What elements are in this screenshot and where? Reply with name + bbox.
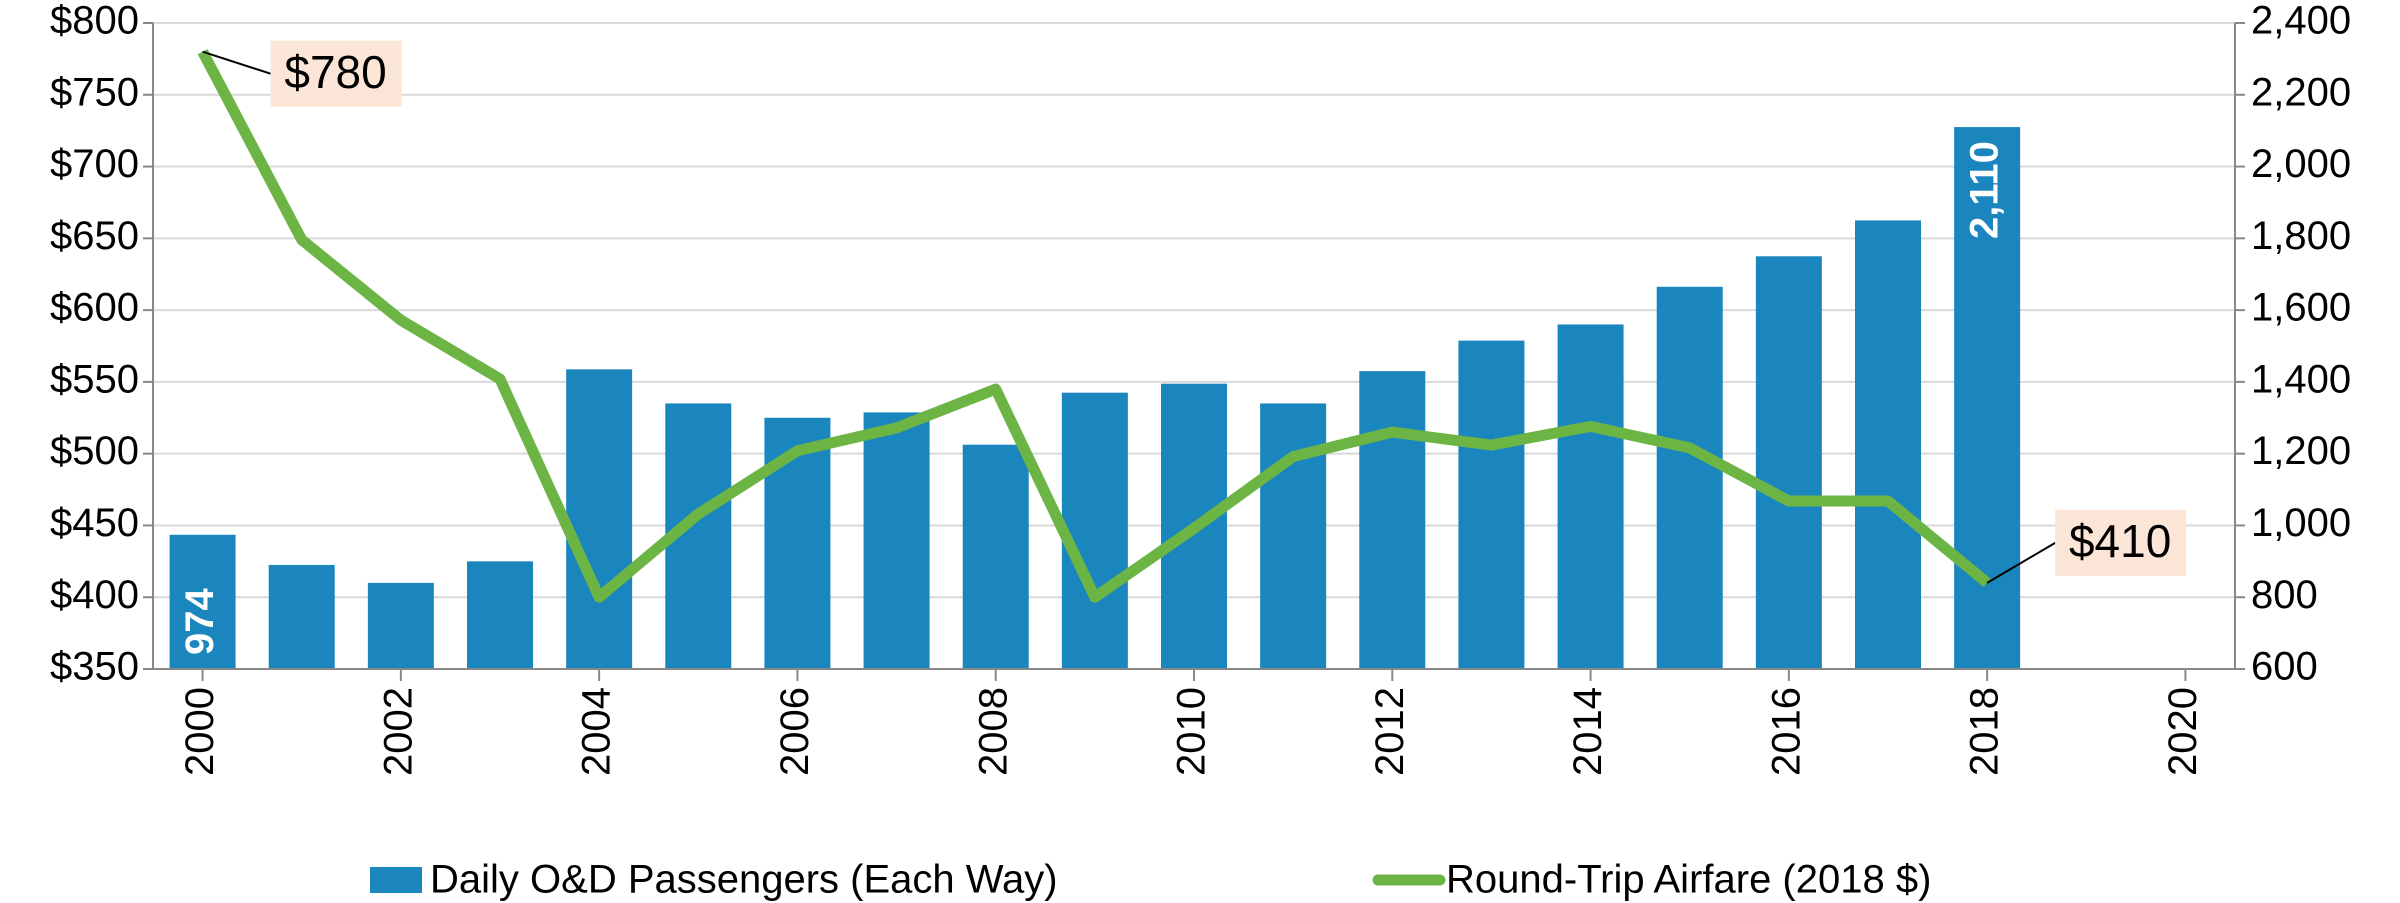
bar (268, 564, 335, 669)
line (197, 49, 1991, 603)
bar-value-label: 974 (178, 588, 222, 655)
x-tick-label: 2020 (2161, 687, 2205, 776)
y-tick-label: $600 (50, 286, 139, 330)
callout-box (270, 40, 402, 107)
callout-leader (1986, 542, 2056, 584)
x-tick-label: 2012 (1368, 687, 1412, 776)
x-tick-label: 2014 (1566, 687, 1610, 776)
x-tick-label: 2008 (971, 687, 1015, 776)
bar (1656, 286, 1723, 669)
y2-tick-label: 2,400 (2251, 0, 2351, 43)
y-tick-label: $500 (50, 429, 139, 473)
x-tick-label: 2016 (1764, 687, 1808, 776)
y-tick-label: $750 (50, 70, 139, 114)
y-tick-label: $400 (50, 573, 139, 617)
y-tick-label: $800 (50, 0, 139, 43)
legend-swatch (370, 867, 422, 893)
x-tick-label: 2006 (773, 687, 817, 776)
y-tick-label: $550 (50, 357, 139, 401)
legend-label: Round-Trip Airfare (2018 $) (1446, 858, 1931, 902)
bar (1359, 371, 1426, 669)
bar (169, 534, 236, 669)
legend-label: Daily O&D Passengers (Each Way) (430, 858, 1058, 902)
bar (962, 444, 1029, 669)
bar (1855, 220, 1921, 669)
x-tick-label: 2000 (178, 687, 222, 776)
y2-tick-label: 1,200 (2251, 429, 2351, 473)
y-tick-label: $650 (50, 214, 139, 258)
bar (863, 412, 930, 669)
bar-value-label: 2,110 (1963, 141, 2007, 239)
bar (367, 582, 434, 669)
bar (566, 369, 633, 669)
y2-tick-label: 2,000 (2251, 142, 2351, 186)
y2-tick-label: 600 (2251, 645, 2318, 689)
y2-tick-label: 1,400 (2251, 357, 2351, 401)
bar (1260, 403, 1327, 669)
bar (1755, 256, 1822, 669)
y-tick-label: $450 (50, 501, 139, 545)
bar (1557, 324, 1624, 669)
callout-box (2055, 509, 2187, 576)
x-tick-label: 2004 (575, 687, 619, 776)
x-tick-label: 2018 (1963, 687, 2007, 776)
bar (467, 561, 533, 669)
y-tick-label: $700 (50, 142, 139, 186)
callout-label: $780 (284, 46, 386, 98)
y2-tick-label: 800 (2251, 573, 2318, 617)
callout-leader (202, 50, 271, 75)
callout-label: $410 (2069, 515, 2171, 567)
bar (1458, 340, 1525, 669)
y2-tick-label: 1,800 (2251, 214, 2351, 258)
bar (1061, 392, 1128, 669)
x-tick-label: 2010 (1170, 687, 1214, 776)
y2-tick-label: 1,000 (2251, 501, 2351, 545)
x-tick-label: 2002 (376, 687, 420, 776)
y2-tick-label: 2,200 (2251, 70, 2351, 114)
y2-tick-label: 1,600 (2251, 286, 2351, 330)
y-tick-label: $350 (50, 645, 139, 689)
